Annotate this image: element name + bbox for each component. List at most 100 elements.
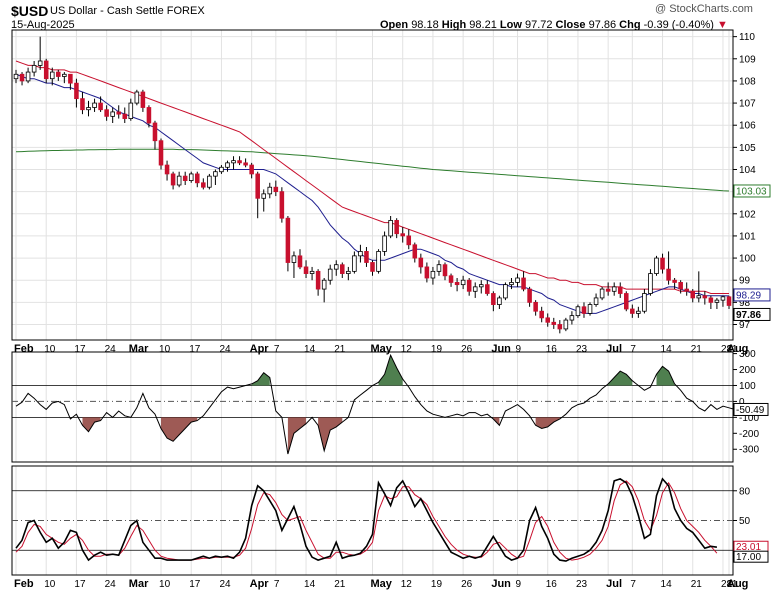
candle-body (364, 251, 369, 263)
candle-body (545, 317, 551, 323)
candle-body (454, 282, 460, 286)
x-axis-label: May (371, 343, 393, 355)
x-axis-label: 9 (516, 344, 522, 355)
candle-body (460, 279, 466, 286)
open-value: 98.18 (411, 19, 439, 31)
x-axis-label: Aug (727, 578, 748, 590)
candle-body (376, 251, 381, 272)
candle-body (333, 264, 339, 270)
candle-body (485, 284, 490, 294)
candle-body (696, 295, 702, 299)
cci-tick-label: -100 (739, 413, 759, 424)
candle-body (648, 273, 653, 294)
candle-body (503, 284, 508, 299)
candle-body (412, 244, 418, 259)
x-axis-label: 9 (516, 579, 522, 590)
cci-tick-label: 100 (739, 381, 756, 392)
candle-body (158, 140, 164, 166)
price-tick-label: 101 (739, 231, 756, 242)
candle-body (533, 301, 538, 312)
candle-body (436, 264, 442, 272)
x-axis-label: 28 (721, 344, 733, 355)
chg-value: -0.39 (-0.40%) (643, 19, 714, 31)
candle-body (521, 277, 526, 290)
down-triangle-icon: ▼ (717, 19, 728, 31)
x-axis-label: 7 (630, 344, 636, 355)
candle-body (285, 217, 291, 263)
cci-tick-label: 0 (739, 397, 745, 408)
cci-negative-fill (161, 417, 198, 442)
cci-last-value-box (733, 402, 769, 416)
x-axis-label: 21 (334, 579, 346, 590)
candle-body (539, 310, 544, 319)
candle-body (92, 102, 97, 108)
candle-body (581, 306, 587, 314)
price-tick-label: 99 (739, 276, 751, 287)
candle-body (13, 73, 19, 80)
candle-body (690, 290, 696, 299)
x-axis-label: 14 (661, 344, 673, 355)
x-axis-label: 10 (44, 579, 56, 590)
x-axis-label: 10 (44, 344, 56, 355)
x-axis-label: 7 (630, 579, 636, 590)
x-axis-label: 24 (105, 579, 117, 590)
candle-body (19, 73, 25, 82)
x-axis-label: 21 (691, 344, 703, 355)
candle-body (273, 186, 279, 193)
x-axis-label: 14 (661, 579, 673, 590)
candle-body (164, 164, 170, 175)
x-axis-label: 10 (159, 344, 171, 355)
last-value-box (733, 288, 771, 302)
x-axis-label: 17 (189, 344, 201, 355)
cci-positive-fill (251, 372, 270, 386)
high-label: High (441, 19, 467, 31)
stoch-tick-label: 80 (739, 486, 751, 497)
price-tick-label: 102 (739, 209, 756, 220)
candle-body (624, 293, 629, 310)
candle-body (110, 111, 115, 117)
candle-body (442, 264, 448, 277)
candle-body (418, 257, 424, 268)
x-axis-label: 17 (189, 579, 201, 590)
candle-body (219, 166, 224, 173)
candle-body (188, 173, 194, 181)
candle-body (684, 288, 689, 292)
x-axis-label: 28 (721, 579, 733, 590)
candle-body (291, 255, 297, 263)
candle-body (182, 175, 188, 181)
candle-body (146, 107, 152, 124)
candle-body (382, 235, 387, 252)
candle-body (194, 173, 200, 184)
candle-body (98, 102, 103, 111)
price-tick-label: 105 (739, 143, 756, 154)
stoch-d-last-label: 17.00 (736, 552, 761, 563)
cci-tick-label: 200 (739, 365, 756, 376)
last-value-box (733, 184, 771, 198)
price-tick-label: 110 (739, 32, 755, 43)
candle-body (62, 73, 67, 77)
x-axis-label: 17 (74, 344, 86, 355)
candle-body (666, 268, 671, 281)
close-value: 97.86 (588, 19, 617, 31)
candle-body (327, 268, 333, 281)
candle-body (346, 270, 351, 274)
candle-body (37, 60, 43, 66)
candle-body (557, 324, 563, 330)
x-axis-label: 11 (727, 579, 738, 590)
x-axis-label: Jun (491, 343, 511, 355)
candle-body (68, 73, 73, 84)
stoch-tick-label: 50 (739, 516, 751, 527)
candle-body (25, 71, 31, 82)
candle-body (80, 98, 85, 111)
x-axis-label: Mar (129, 343, 149, 355)
candle-body (448, 275, 454, 283)
x-axis-label: Feb (14, 578, 34, 590)
last-value-label: 98.29 (736, 290, 761, 301)
x-axis-label: 19 (431, 579, 443, 590)
candle-body (56, 71, 61, 77)
candle-body (267, 186, 273, 195)
x-axis-label: Aug (727, 343, 748, 355)
low-label: Low (499, 19, 522, 31)
x-axis-label: 19 (431, 344, 443, 355)
candle-body (630, 308, 635, 314)
